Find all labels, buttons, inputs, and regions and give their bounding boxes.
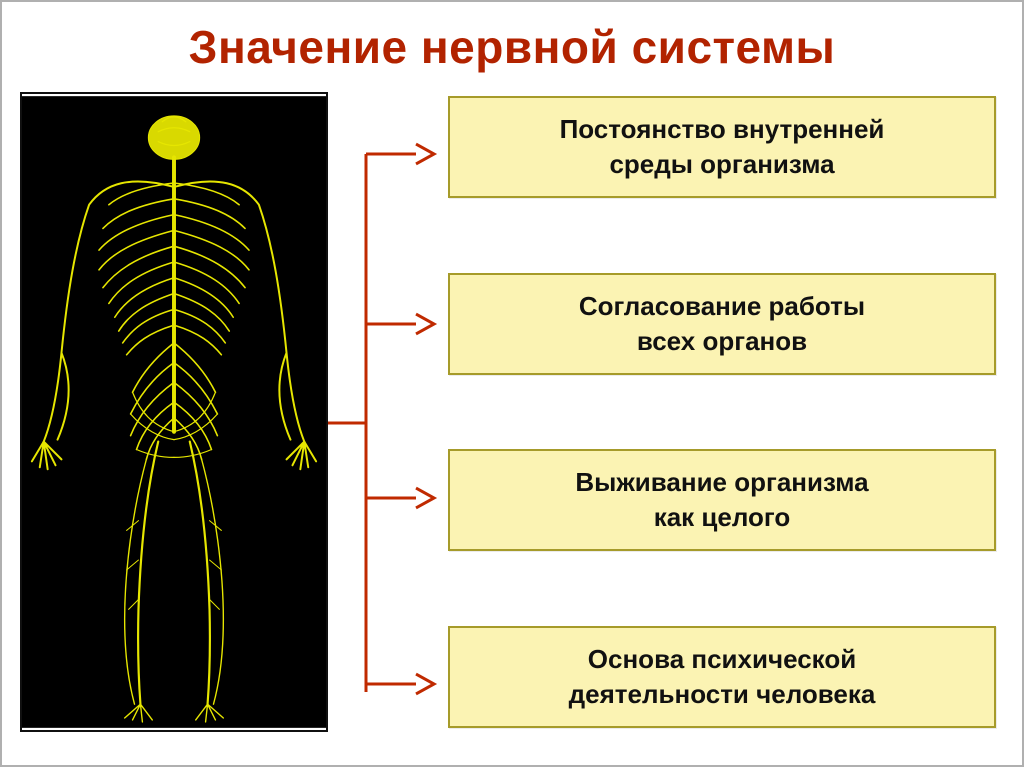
connector-area xyxy=(328,92,448,732)
nervous-system-figure xyxy=(20,92,328,732)
info-box-4-line2: деятельности человека xyxy=(569,679,876,709)
info-box-2-line1: Согласование работы xyxy=(579,291,865,321)
info-boxes: Постоянство внутренней среды организма С… xyxy=(448,92,1004,732)
info-box-3-line1: Выживание организма xyxy=(575,467,868,497)
info-box-2-line2: всех органов xyxy=(637,326,807,356)
human-nervous-svg xyxy=(22,94,326,730)
info-box-1-line1: Постоянство внутренней xyxy=(560,114,885,144)
info-box-4-line1: Основа психической xyxy=(588,644,856,674)
content-row: Постоянство внутренней среды организма С… xyxy=(20,92,1004,739)
connector-svg xyxy=(328,92,448,732)
brain-icon xyxy=(148,116,199,159)
info-box-3: Выживание организма как целого xyxy=(448,449,996,551)
info-box-3-line2: как целого xyxy=(654,502,791,532)
slide-title: Значение нервной системы xyxy=(20,20,1004,74)
slide: Значение нервной системы xyxy=(0,0,1024,767)
info-box-1: Постоянство внутренней среды организма xyxy=(448,96,996,198)
info-box-4: Основа психической деятельности человека xyxy=(448,626,996,728)
info-box-1-line2: среды организма xyxy=(609,149,834,179)
info-box-2: Согласование работы всех органов xyxy=(448,273,996,375)
